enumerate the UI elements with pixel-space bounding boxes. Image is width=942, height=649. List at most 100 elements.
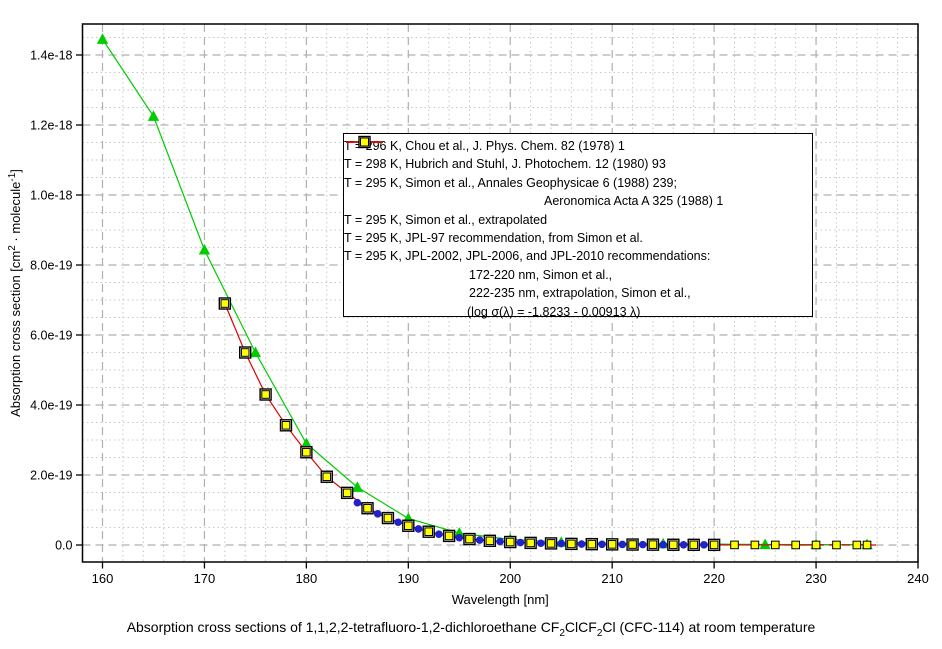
yellow-square-legend-icon	[360, 137, 369, 147]
x-tick-label: 230	[805, 571, 827, 586]
legend-item-5-cont: 172-220 nm, Simon et al.,	[344, 266, 812, 284]
y-tick-label: 1.4e-18	[30, 49, 72, 63]
x-tick-label: 190	[397, 571, 419, 586]
yellow-square-marker	[587, 539, 597, 549]
x-tick-label: 220	[703, 571, 725, 586]
yellow-square-marker	[424, 527, 433, 537]
y-tick-label: 6.0e-19	[30, 329, 72, 343]
yellow-square-marker	[750, 540, 760, 550]
triangle-marker	[147, 110, 160, 121]
yellow-square-marker	[709, 540, 719, 550]
yellow-square-marker	[669, 540, 678, 550]
x-tick-label: 180	[296, 571, 318, 586]
yellow-square-marker	[811, 540, 821, 550]
circle-marker	[557, 539, 566, 548]
circle-marker	[679, 540, 688, 549]
legend-label: T = 295 K, JPL-2002, JPL-2006, and JPL-2…	[344, 249, 711, 264]
y-axis-title: Absorption cross section [cm2​ · molecul…	[7, 169, 23, 417]
yellow-square-marker	[281, 421, 291, 430]
y-tick-label: 0.0	[55, 539, 72, 553]
x-tick-label: 160	[92, 571, 114, 586]
yellow-square-marker	[363, 503, 372, 513]
yellow-square-marker	[648, 540, 658, 549]
yellow-square-marker	[852, 540, 862, 550]
yellow-square-marker	[862, 540, 872, 550]
x-tick-label: 170	[194, 571, 216, 586]
legend-label: Aeronomica Acta A 325 (1988) 1	[544, 194, 724, 209]
legend-label: T = 295 K, Simon et al., extrapolated	[344, 212, 548, 227]
legend-label: T = 295 K, JPL-97 recommendation, from S…	[344, 230, 643, 245]
y-tick-label: 8.0e-19	[30, 259, 72, 273]
yellow-square-marker	[567, 539, 576, 549]
legend-label: T = 296 K, Chou et al., J. Phys. Chem. 8…	[344, 139, 625, 153]
legend-item-1: T = 298 K, Hubrich and Stuhl, J. Photoch…	[344, 136, 812, 173]
circle-marker	[659, 540, 667, 549]
triangle-marker	[198, 243, 211, 255]
circle-marker	[577, 540, 586, 548]
legend-indent	[344, 311, 467, 312]
legend-indent	[344, 274, 469, 275]
yellow-square-marker	[607, 540, 617, 549]
y-tick-label: 1.2e-18	[30, 119, 72, 133]
circle-marker	[598, 540, 606, 549]
circle-marker	[394, 518, 402, 527]
triangle-marker	[96, 33, 109, 44]
legend-label: 222-235 nm, extrapolation, Simon et al.,	[469, 286, 691, 301]
legend-item-0: T = 296 K, Chou et al., J. Phys. Chem. 8…	[344, 137, 812, 155]
yellow-square-marker	[360, 137, 369, 147]
legend-label: 172-220 nm, Simon et al.,	[469, 267, 613, 282]
series-jpl2002-2006-2010-295K	[220, 299, 872, 550]
legend-item-5-cont: 222-235 nm, extrapolation, Simon et al.,	[344, 284, 812, 302]
yellow-square-marker	[546, 539, 556, 548]
yellow-square-marker	[302, 447, 311, 457]
legend-item-2: T = 295 K, Simon et al., Annales Geophys…	[344, 138, 812, 192]
legend-item-5: T = 295 K, JPL-2002, JPL-2006, and JPL-2…	[344, 137, 812, 265]
legend-item-5-cont: (log σ(λ) = -1.8233 - 0.00913 λ)	[344, 303, 812, 321]
yellow-square-marker	[526, 538, 535, 548]
yellow-square-marker	[770, 540, 780, 550]
legend-label: T = 295 K, Simon et al., Annales Geophys…	[344, 175, 677, 190]
chart-caption: Absorption cross sections of 1,1,2,2-tet…	[126, 619, 816, 639]
yellow-square-marker	[505, 537, 515, 547]
legend-item-4: T = 295 K, JPL-97 recommendation, from S…	[344, 135, 812, 247]
yellow-square-marker	[261, 390, 270, 399]
yellow-square-marker	[240, 348, 250, 357]
x-tick-label: 210	[601, 571, 623, 586]
legend-box: T = 296 K, Chou et al., J. Phys. Chem. 8…	[343, 133, 813, 319]
triangle-marker	[351, 481, 364, 492]
yellow-square-marker	[220, 299, 230, 308]
yellow-square-marker	[322, 472, 332, 482]
legend-item-3: T = 295 K, Simon et al., extrapolated	[344, 141, 812, 229]
yellow-square-marker	[628, 540, 637, 549]
yellow-square-marker	[465, 534, 474, 544]
yellow-square-marker	[730, 540, 739, 550]
circle-marker	[435, 530, 443, 538]
yellow-square-marker	[404, 521, 413, 531]
y-tick-label: 2.0e-19	[30, 469, 72, 483]
triangle-marker	[759, 538, 771, 550]
x-tick-label: 240	[907, 571, 929, 586]
x-axis-title: Wavelength [nm]	[452, 592, 549, 607]
circle-marker	[353, 498, 362, 507]
triangle-marker	[300, 437, 313, 449]
yellow-square-marker	[832, 540, 841, 550]
x-tick-label: 200	[499, 571, 521, 586]
y-tick-label: 4.0e-19	[30, 399, 72, 413]
legend-indent	[344, 293, 469, 294]
circle-marker	[475, 536, 484, 544]
circle-marker	[638, 540, 647, 549]
circle-marker	[700, 541, 708, 549]
circle-marker	[537, 539, 545, 548]
triangle-marker	[453, 527, 465, 538]
circle-marker	[373, 510, 382, 518]
legend-indent	[344, 201, 544, 202]
yellow-square-marker	[383, 513, 393, 523]
circle-marker	[618, 540, 627, 549]
triangle-marker	[249, 346, 262, 358]
plot-border	[81, 23, 919, 563]
yellow-square-marker	[485, 536, 495, 546]
legend-item-2-cont: Aeronomica Acta A 325 (1988) 1	[344, 192, 812, 210]
yellow-square-marker	[444, 531, 454, 541]
